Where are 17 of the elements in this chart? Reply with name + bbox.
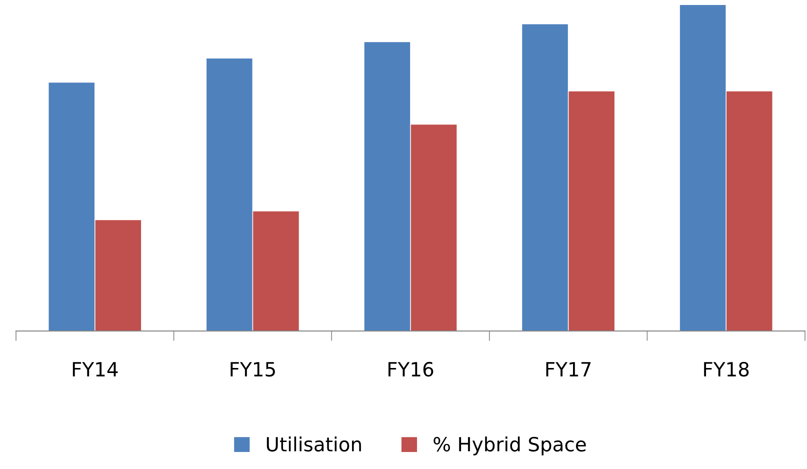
- x-tick-label: FY14: [72, 362, 118, 376]
- legend-label: Utilisation: [266, 436, 361, 452]
- x-tick-label: FY16: [388, 362, 434, 377]
- x-tick-label: FY17: [546, 362, 591, 376]
- bar: [364, 42, 410, 331]
- legend-label: % Hybrid Space: [434, 436, 586, 456]
- bar: [680, 5, 726, 331]
- x-tick-label: FY18: [704, 362, 749, 377]
- bar: [206, 58, 252, 331]
- bar: [48, 82, 95, 331]
- bar: [410, 124, 457, 331]
- bar: [522, 24, 568, 331]
- bar: [568, 91, 614, 331]
- bar: [95, 220, 142, 331]
- x-tick-label: FY15: [230, 362, 275, 377]
- bar: [253, 211, 299, 331]
- bar: [726, 91, 772, 331]
